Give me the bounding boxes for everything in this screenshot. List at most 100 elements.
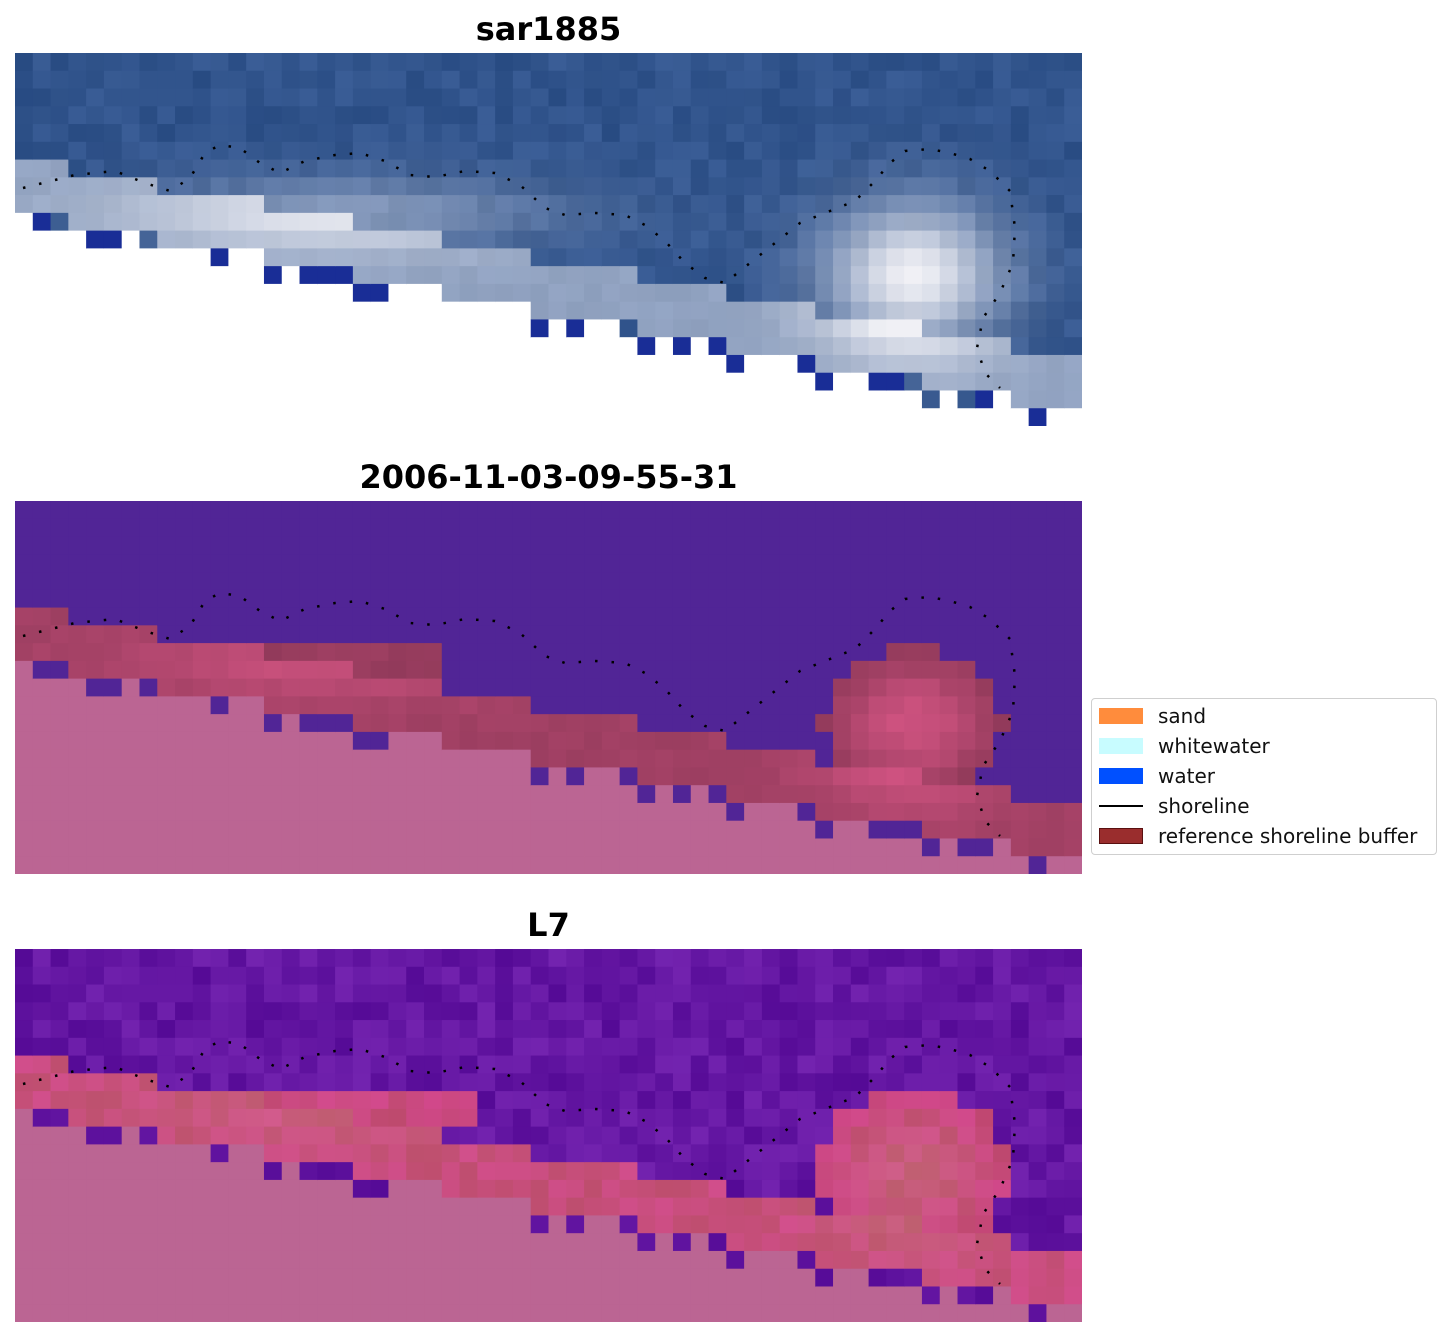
image-pixel	[299, 212, 318, 232]
image-pixel	[370, 1091, 390, 1110]
image-pixel	[975, 88, 994, 107]
image-pixel	[726, 518, 745, 538]
image-pixel	[157, 283, 176, 303]
image-pixel	[68, 88, 87, 107]
image-pixel	[850, 518, 870, 538]
image-pixel	[317, 337, 336, 356]
image-pixel	[335, 1126, 354, 1145]
image-pixel	[1010, 643, 1030, 662]
image-pixel	[815, 1020, 834, 1039]
image-pixel	[833, 230, 852, 249]
image-pixel	[335, 106, 354, 125]
image-pixel	[584, 212, 603, 232]
image-pixel	[1046, 159, 1065, 178]
image-pixel	[1010, 856, 1030, 874]
image-pixel	[655, 572, 674, 591]
image-pixel	[939, 1020, 959, 1039]
image-pixel	[761, 1108, 781, 1128]
image-pixel	[281, 984, 301, 1003]
image-pixel	[672, 838, 692, 857]
image-pixel	[441, 696, 461, 715]
image-pixel	[86, 408, 105, 426]
image-pixel	[512, 1268, 532, 1288]
image-pixel	[210, 554, 229, 573]
image-pixel	[103, 230, 123, 249]
image-pixel	[103, 984, 123, 1003]
image-pixel	[68, 283, 87, 303]
image-pixel	[761, 1091, 781, 1110]
image-pixel	[192, 802, 212, 822]
image-pixel	[584, 838, 603, 857]
image-pixel	[512, 301, 532, 321]
image-pixel	[121, 714, 141, 733]
image-pixel	[1028, 372, 1048, 392]
image-pixel	[103, 88, 123, 107]
image-pixel	[1064, 124, 1082, 143]
image-pixel	[157, 1055, 176, 1074]
image-pixel	[424, 319, 443, 338]
image-pixel	[637, 106, 656, 125]
image-pixel	[424, 1002, 443, 1021]
image-pixel	[388, 1091, 407, 1110]
image-pixel	[512, 1250, 532, 1270]
image-pixel	[1010, 820, 1030, 840]
image-pixel	[655, 1162, 674, 1181]
image-pixel	[103, 177, 123, 196]
image-pixel	[459, 731, 478, 751]
image-pixel	[886, 1073, 905, 1092]
image-pixel	[584, 984, 603, 1003]
image-pixel	[833, 838, 852, 857]
image-pixel	[370, 1215, 390, 1234]
image-pixel	[833, 731, 852, 751]
image-pixel	[868, 390, 887, 409]
image-pixel	[157, 696, 176, 715]
image-pixel	[672, 1286, 692, 1305]
image-pixel	[50, 643, 69, 662]
image-pixel	[121, 643, 141, 662]
image-pixel	[281, 106, 301, 125]
image-pixel	[690, 124, 710, 143]
image-pixel	[15, 643, 34, 662]
image-pixel	[708, 177, 727, 196]
image-pixel	[495, 838, 514, 857]
image-pixel	[50, 625, 69, 644]
image-pixel	[281, 501, 301, 520]
image-pixel	[388, 53, 407, 72]
image-pixel	[690, 838, 710, 857]
image-pixel	[121, 337, 141, 356]
image-pixel	[975, 354, 994, 374]
image-pixel	[637, 301, 656, 321]
image-pixel	[459, 767, 478, 786]
image-pixel	[655, 159, 674, 178]
image-pixel	[566, 501, 585, 520]
image-pixel	[406, 1179, 425, 1199]
image-pixel	[868, 625, 887, 644]
image-pixel	[335, 337, 354, 356]
image-pixel	[708, 802, 727, 822]
image-pixel	[619, 625, 639, 644]
image-pixel	[263, 802, 283, 822]
image-pixel	[886, 820, 905, 840]
image-pixel	[175, 572, 194, 591]
image-pixel	[744, 212, 763, 232]
image-pixel	[921, 124, 941, 143]
image-pixel	[815, 536, 834, 555]
image-pixel	[993, 88, 1012, 107]
image-pixel	[281, 390, 301, 409]
image-pixel	[904, 660, 923, 680]
image-pixel	[708, 106, 727, 125]
image-pixel	[1028, 966, 1048, 986]
image-pixel	[726, 301, 745, 321]
image-pixel	[815, 70, 834, 90]
image-pixel	[530, 124, 550, 143]
image-pixel	[850, 607, 870, 626]
image-pixel	[548, 767, 567, 786]
image-pixel	[68, 1268, 87, 1288]
image-pixel	[957, 337, 976, 356]
image-pixel	[904, 1233, 923, 1252]
image-pixel	[246, 607, 265, 626]
image-pixel	[797, 53, 816, 72]
image-pixel	[993, 767, 1012, 786]
image-pixel	[32, 195, 52, 214]
image-pixel	[335, 283, 354, 303]
